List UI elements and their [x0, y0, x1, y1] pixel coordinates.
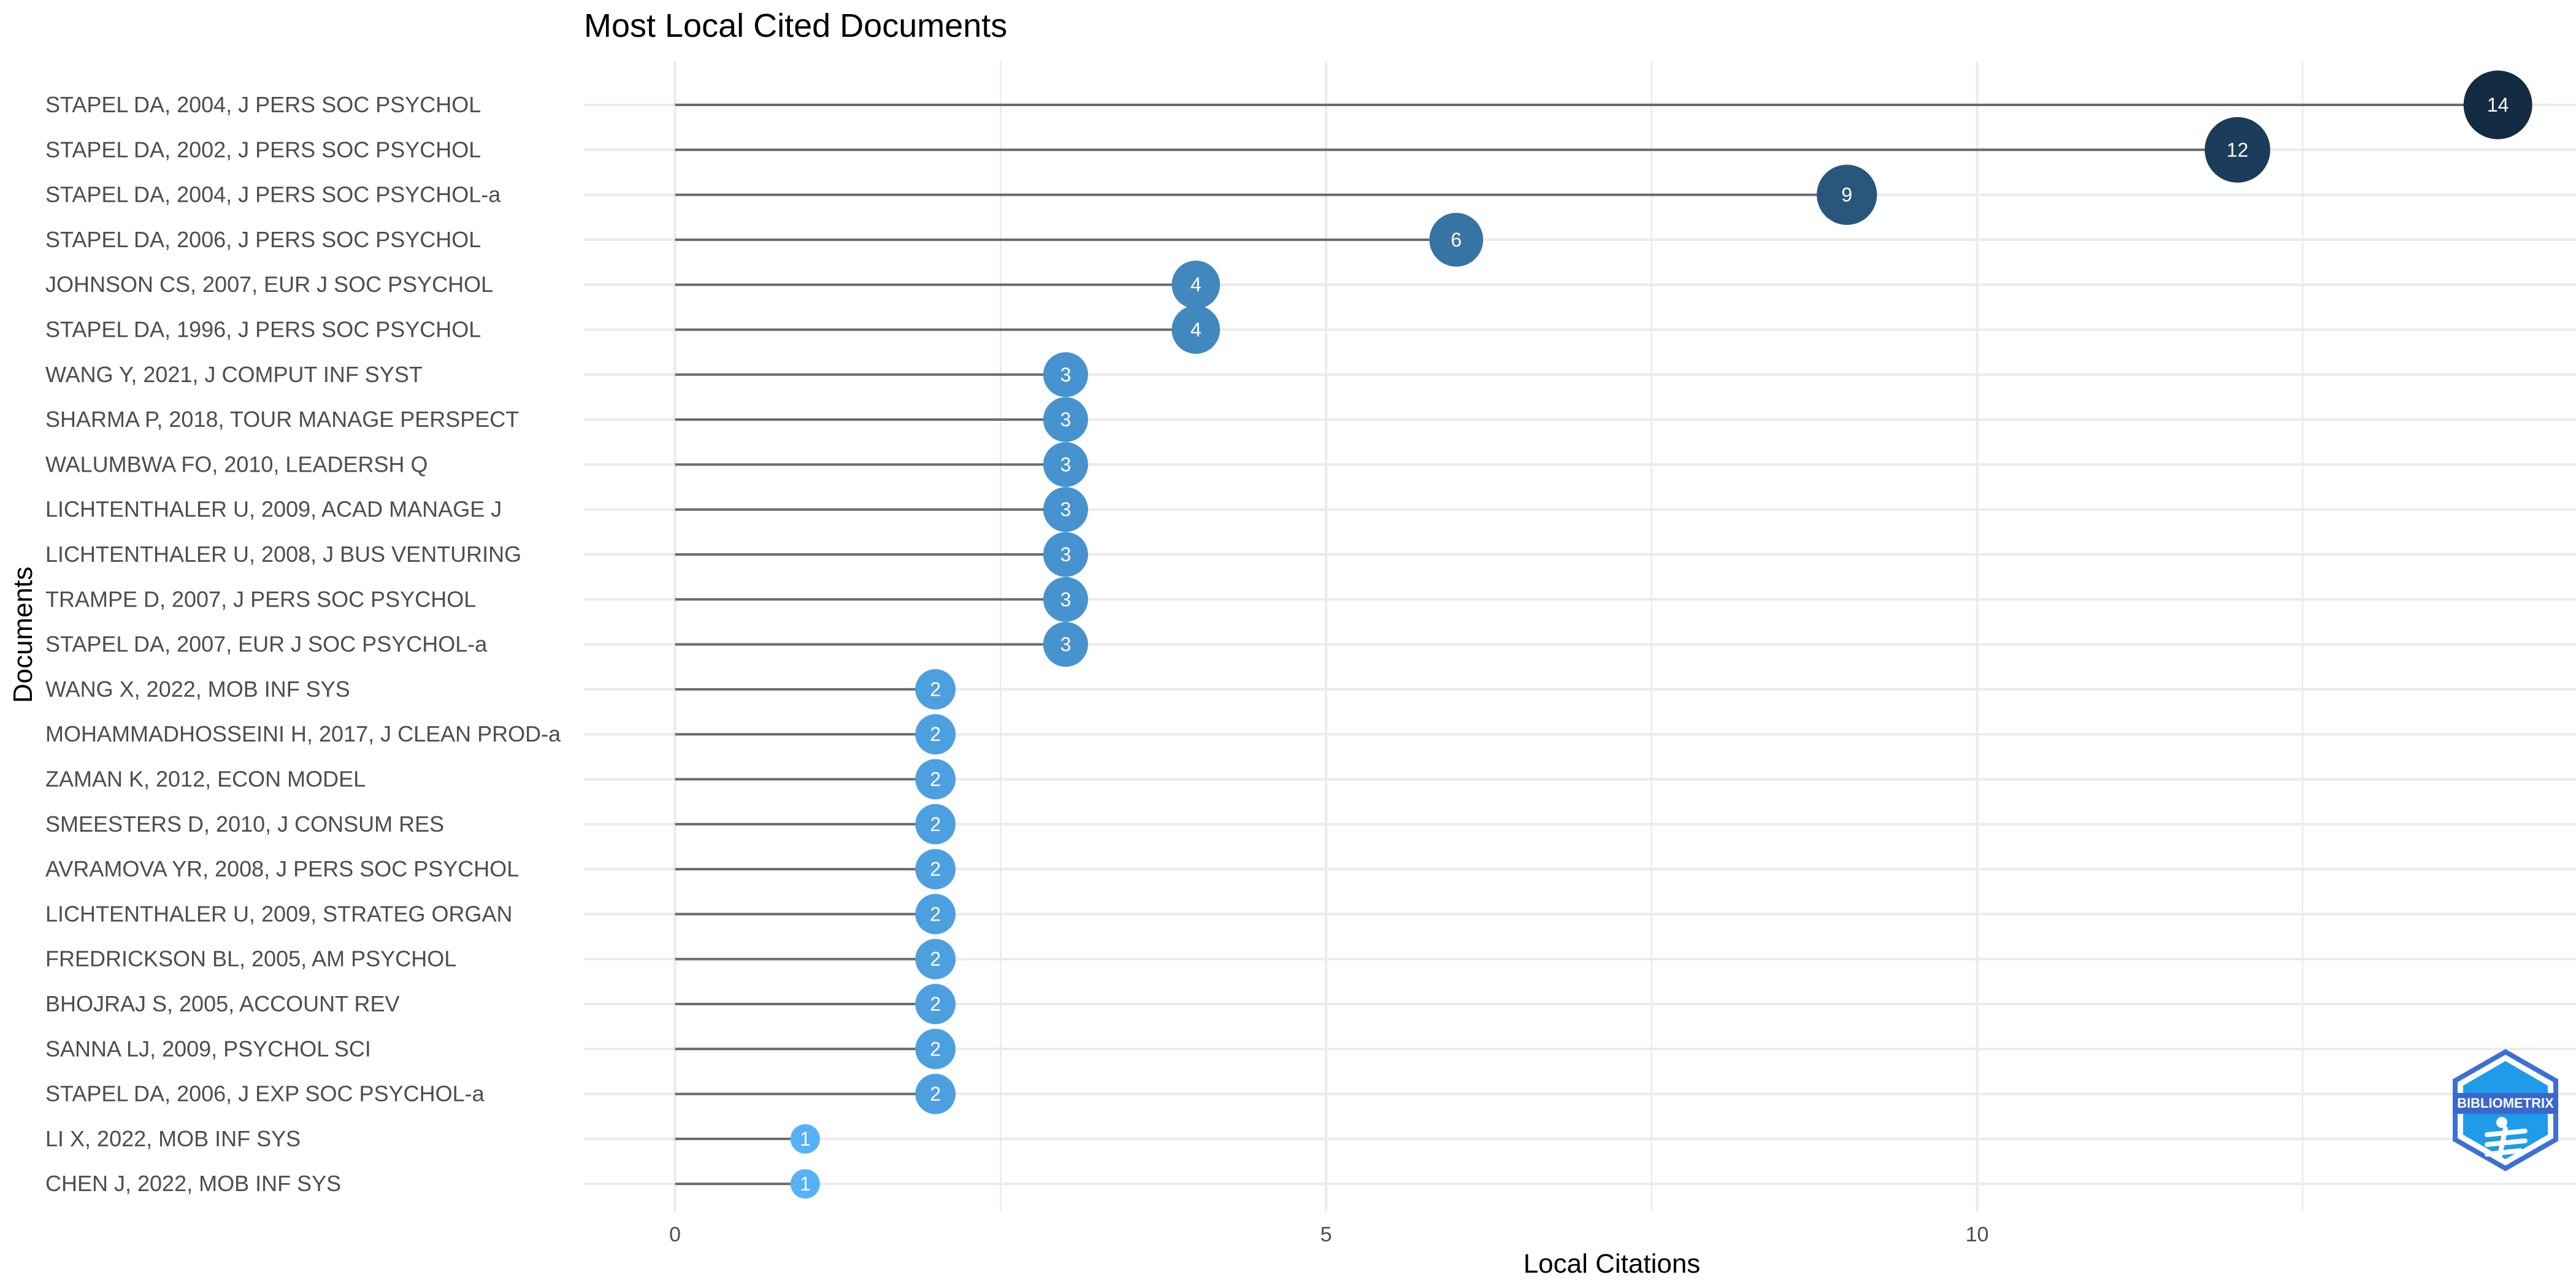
lollipop-stems: [675, 104, 2498, 1186]
dot-value-label: 2: [930, 813, 941, 835]
y-tick-label: WANG X, 2022, MOB INF SYS: [45, 677, 350, 702]
grid-layer: [584, 61, 2576, 1211]
lollipop-dot: [2463, 71, 2532, 139]
y-tick-label: CHEN J, 2022, MOB INF SYS: [45, 1171, 341, 1196]
chart-title: Most Local Cited Documents: [584, 7, 1007, 44]
dot-value-label: 4: [1190, 319, 1202, 341]
dot-value-label: 2: [930, 769, 941, 791]
dot-value-label: 3: [1060, 634, 1071, 656]
lollipop-dot: [915, 714, 956, 755]
y-tick-label: LI X, 2022, MOB INF SYS: [45, 1126, 301, 1151]
lollipop-dot: [1043, 532, 1089, 577]
lollipop-dot: [915, 759, 956, 800]
x-tick-label: 10: [1966, 1223, 1989, 1246]
x-tick-label: 0: [669, 1223, 681, 1246]
lollipop-dot: [1043, 352, 1089, 397]
lollipop-dot: [915, 1073, 956, 1114]
y-tick-label: SMEESTERS D, 2010, J CONSUM RES: [45, 811, 444, 837]
dot-value-label: 14: [2487, 94, 2509, 116]
y-tick-labels: STAPEL DA, 2004, J PERS SOC PSYCHOL STAPE…: [45, 92, 561, 1196]
dot-value-label: 2: [930, 1038, 941, 1060]
lollipop-dots: 14 12 9 6 4 4 3 3 3 3 3 3 3 2 2 2 2 2 2 2 2 2 2 1 1: [790, 71, 2532, 1199]
dot-value-label: 2: [930, 678, 941, 700]
y-tick-label: ZAMAN K, 2012, ECON MODEL: [45, 767, 366, 792]
y-tick-label: STAPEL DA, 2006, J EXP SOC PSYCHOL-a: [45, 1081, 485, 1106]
dot-value-label: 9: [1841, 184, 1852, 206]
x-axis-title: Local Citations: [1524, 1249, 1701, 1279]
lollipop-dot: [1429, 213, 1484, 267]
lollipop-dot: [790, 1124, 820, 1154]
x-tick-label: 5: [1321, 1223, 1332, 1246]
dot-value-label: 3: [1060, 543, 1071, 565]
lollipop-dot: [1043, 622, 1089, 667]
y-axis-title: Documents: [8, 567, 38, 703]
dot-value-label: 3: [1060, 499, 1071, 521]
dot-value-label: 1: [800, 1128, 811, 1150]
bibliometrix-logo: BIBLIOMETRIX: [2453, 1049, 2558, 1171]
y-tick-label: BHOJRAJ S, 2005, ACCOUNT REV: [45, 991, 400, 1016]
y-tick-label: SHARMA P, 2018, TOUR MANAGE PERSPECT: [45, 407, 519, 432]
dot-value-label: 4: [1190, 274, 1202, 296]
lollipop-dot: [2204, 117, 2271, 183]
lollipop-dot: [915, 1029, 956, 1070]
y-tick-label: SANNA LJ, 2009, PSYCHOL SCI: [45, 1036, 371, 1061]
y-tick-label: MOHAMMADHOSSEINI H, 2017, J CLEAN PROD-a: [45, 721, 561, 746]
logo-figure-icon: [2485, 1117, 2528, 1160]
dot-value-label: 3: [1060, 588, 1071, 610]
y-tick-label: WANG Y, 2021, J COMPUT INF SYST: [45, 362, 423, 387]
dot-value-label: 1: [800, 1173, 811, 1195]
y-tick-label: TRAMPE D, 2007, J PERS SOC PSYCHOL: [45, 586, 476, 611]
dot-value-label: 3: [1060, 408, 1071, 431]
lollipop-dot: [1817, 164, 1877, 225]
dot-value-label: 2: [930, 903, 941, 925]
dot-value-label: 3: [1060, 364, 1071, 386]
lollipop-dot: [915, 669, 956, 710]
y-tick-label: LICHTENTHALER U, 2009, ACAD MANAGE J: [45, 497, 502, 522]
dot-value-label: 6: [1451, 229, 1462, 251]
lollipop-dot: [915, 984, 956, 1024]
y-tick-label: JOHNSON CS, 2007, EUR J SOC PSYCHOL: [45, 272, 493, 297]
dot-value-label: 2: [930, 858, 941, 880]
y-tick-label: FREDRICKSON BL, 2005, AM PSYCHOL: [45, 946, 456, 972]
lollipop-dot: [1043, 487, 1089, 532]
y-tick-label: AVRAMOVA YR, 2008, J PERS SOC PSYCHOL: [45, 856, 519, 881]
lollipop-dot: [1171, 260, 1221, 309]
lollipop-dot: [1043, 577, 1089, 622]
logo-banner: [2453, 1093, 2558, 1114]
logo-text: BIBLIOMETRIX: [2457, 1095, 2554, 1111]
y-tick-label: STAPEL DA, 2004, J PERS SOC PSYCHOL-a: [45, 182, 501, 207]
y-tick-label: STAPEL DA, 2007, EUR J SOC PSYCHOL-a: [45, 632, 488, 657]
lollipop-dot: [915, 849, 956, 889]
lollipop-dot: [915, 894, 956, 935]
y-tick-label: LICHTENTHALER U, 2008, J BUS VENTURING: [45, 542, 521, 567]
dot-value-label: 3: [1060, 453, 1071, 475]
y-tick-label: LICHTENTHALER U, 2009, STRATEG ORGAN: [45, 901, 513, 926]
y-tick-label: STAPEL DA, 2002, J PERS SOC PSYCHOL: [45, 137, 481, 162]
lollipop-dot: [915, 938, 956, 979]
dot-value-label: 2: [930, 723, 941, 745]
y-tick-label: STAPEL DA, 2006, J PERS SOC PSYCHOL: [45, 227, 481, 252]
y-tick-label: STAPEL DA, 1996, J PERS SOC PSYCHOL: [45, 317, 481, 342]
lollipop-dot: [1043, 442, 1089, 487]
lollipop-dot: [915, 803, 956, 845]
y-tick-label: STAPEL DA, 2004, J PERS SOC PSYCHOL: [45, 92, 481, 117]
lollipop-dot: [790, 1169, 820, 1199]
x-tick-labels: 0 5 10: [669, 1223, 1988, 1246]
dot-value-label: 12: [2226, 139, 2248, 161]
dot-value-label: 2: [930, 993, 941, 1015]
dot-value-label: 2: [930, 1083, 941, 1105]
lollipop-dot: [1043, 397, 1089, 442]
dot-value-label: 2: [930, 948, 941, 970]
y-tick-label: WALUMBWA FO, 2010, LEADERSH Q: [45, 451, 428, 477]
lollipop-dot: [1171, 305, 1221, 354]
